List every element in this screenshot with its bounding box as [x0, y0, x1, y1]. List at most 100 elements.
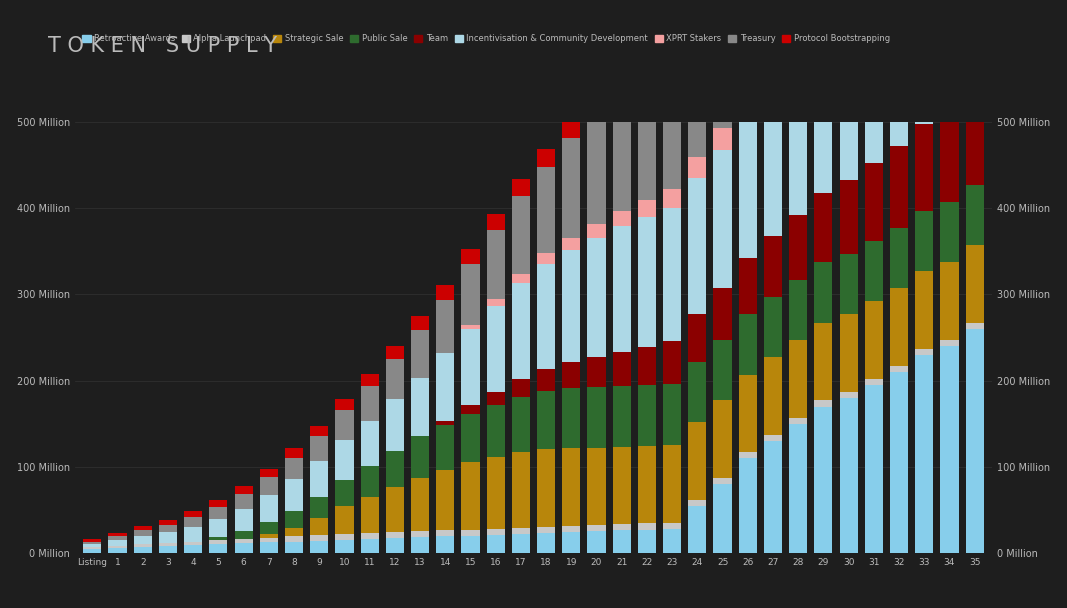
Bar [537, 533, 555, 553]
Bar [562, 526, 580, 532]
Bar [361, 374, 379, 386]
Bar [361, 466, 379, 497]
Bar [537, 167, 555, 254]
Bar [915, 348, 934, 354]
Bar [966, 89, 984, 185]
Bar [714, 484, 732, 553]
Bar [714, 340, 732, 401]
Bar [209, 500, 227, 506]
Bar [436, 421, 455, 425]
Bar [133, 536, 152, 544]
Bar [638, 530, 656, 553]
Bar [738, 94, 757, 118]
Bar [864, 163, 882, 241]
Bar [814, 0, 832, 21]
Bar [259, 537, 277, 542]
Bar [738, 258, 757, 314]
Bar [915, 124, 934, 210]
Bar [663, 188, 681, 207]
Bar [890, 228, 908, 288]
Bar [411, 378, 429, 437]
Bar [386, 359, 404, 399]
Bar [235, 539, 253, 544]
Bar [285, 480, 303, 511]
Legend: Retroactive Awards, Alpha Launchpad, Strategic Sale, Public Sale, Team, Incentiv: Retroactive Awards, Alpha Launchpad, Str… [79, 31, 893, 46]
Bar [259, 522, 277, 534]
Bar [487, 457, 505, 529]
Bar [361, 497, 379, 533]
Bar [814, 193, 832, 262]
Bar [83, 549, 101, 553]
Bar [562, 139, 580, 238]
Bar [663, 529, 681, 553]
Bar [562, 250, 580, 362]
Bar [109, 536, 127, 540]
Bar [840, 254, 858, 314]
Bar [285, 542, 303, 553]
Bar [714, 288, 732, 340]
Bar [310, 535, 329, 541]
Bar [588, 114, 606, 224]
Bar [764, 70, 782, 95]
Bar [436, 536, 455, 553]
Bar [814, 401, 832, 407]
Bar [915, 210, 934, 271]
Bar [562, 388, 580, 448]
Bar [638, 523, 656, 530]
Bar [159, 543, 177, 546]
Bar [663, 28, 681, 50]
Bar [864, 379, 882, 385]
Bar [209, 544, 227, 553]
Bar [512, 179, 530, 196]
Bar [688, 422, 706, 500]
Bar [940, 202, 958, 262]
Bar [588, 525, 606, 531]
Bar [814, 323, 832, 401]
Bar [814, 21, 832, 51]
Bar [864, 19, 882, 163]
Bar [612, 524, 631, 530]
Bar [436, 285, 455, 300]
Bar [688, 157, 706, 178]
Bar [638, 217, 656, 347]
Bar [890, 1, 908, 146]
Bar [209, 537, 227, 541]
Bar [588, 224, 606, 238]
Bar [663, 50, 681, 188]
Bar [461, 530, 479, 536]
Bar [562, 532, 580, 553]
Bar [864, 241, 882, 301]
Bar [335, 540, 353, 553]
Bar [512, 452, 530, 528]
Bar [411, 537, 429, 553]
Bar [688, 362, 706, 422]
Bar [83, 539, 101, 542]
Bar [840, 398, 858, 553]
Bar [814, 407, 832, 553]
Bar [915, 0, 934, 124]
Bar [764, 435, 782, 441]
Bar [461, 405, 479, 414]
Bar [612, 447, 631, 524]
Bar [411, 478, 429, 531]
Bar [612, 351, 631, 386]
Bar [159, 525, 177, 531]
Bar [738, 458, 757, 553]
Bar [386, 345, 404, 359]
Bar [738, 0, 757, 94]
Bar [335, 506, 353, 534]
Bar [436, 530, 455, 536]
Bar [790, 418, 808, 424]
Bar [638, 69, 656, 200]
Bar [386, 399, 404, 451]
Bar [864, 385, 882, 553]
Bar [814, 262, 832, 323]
Bar [285, 458, 303, 480]
Bar [890, 372, 908, 553]
Bar [638, 47, 656, 69]
Bar [487, 299, 505, 306]
Bar [588, 387, 606, 447]
Bar [562, 119, 580, 139]
Bar [361, 421, 379, 466]
Bar [864, 301, 882, 379]
